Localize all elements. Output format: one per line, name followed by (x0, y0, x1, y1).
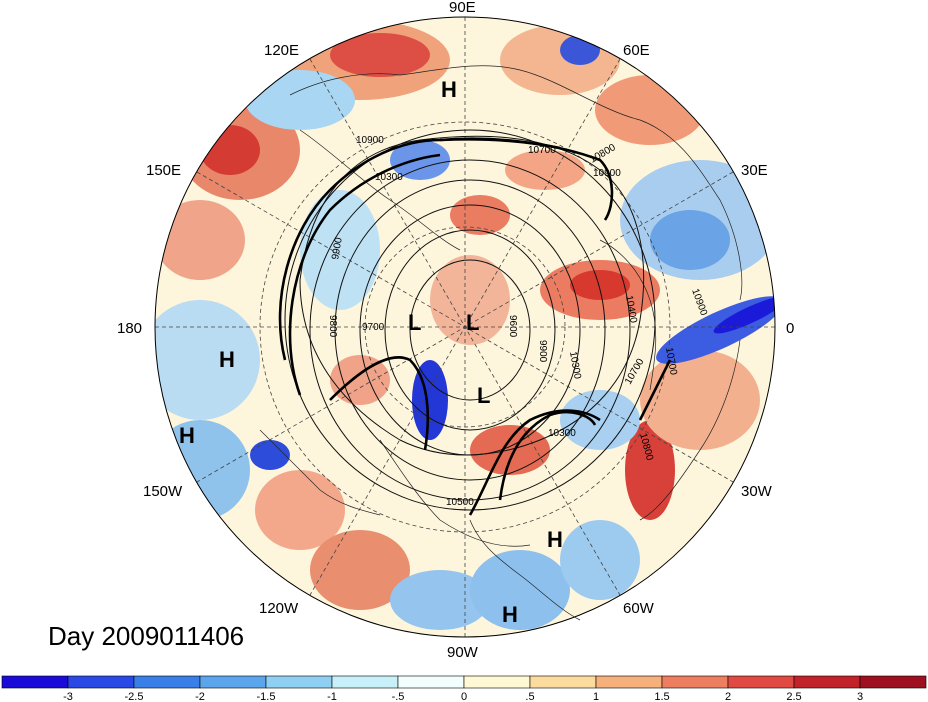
longitude-label-150w: 150W (143, 483, 183, 500)
high-pressure-marker: H (441, 77, 457, 102)
longitude-label-120w: 120W (259, 600, 299, 617)
contour-labels: 10900 10700 10800 10900 10400 10700 1080… (327, 135, 709, 508)
longitude-label-30e: 30E (741, 162, 768, 179)
high-pressure-marker: H (179, 423, 195, 448)
colorbar: -3 -2.5 -2 -1.5 -1 -.5 0 .5 1 1.5 2 2.5 3 (1, 675, 927, 702)
low-pressure-marker: L (466, 310, 479, 335)
contour-label: 9700 (362, 322, 385, 333)
colorbar-swatch (727, 675, 795, 689)
colorbar-swatch (199, 675, 267, 689)
colorbar-swatch (265, 675, 333, 689)
colorbar-swatch (595, 675, 663, 689)
colorbar-swatch (859, 675, 927, 689)
height-contours (284, 129, 656, 511)
contour-label: 9600 (507, 315, 518, 338)
longitude-label-150e: 150E (146, 162, 181, 179)
colorbar-tick-label: 2.5 (786, 691, 801, 702)
contour-label: 10900 (356, 135, 384, 146)
longitude-label-60e: 60E (623, 42, 650, 59)
colorbar-tick-label: 2 (725, 691, 731, 702)
longitude-labels: 90E 60E 30E 0 30W 60W 90W 120W 150W 180 … (117, 0, 794, 661)
colorbar-tick-label: 0 (461, 691, 467, 702)
colorbar-swatch (67, 675, 135, 689)
high-pressure-marker: H (219, 347, 235, 372)
contour-label: 10700 (528, 145, 556, 156)
longitude-label-90e: 90E (449, 0, 476, 16)
colorbar-swatch (397, 675, 465, 689)
colorbar-swatch (793, 675, 861, 689)
low-pressure-marker: L (408, 310, 421, 335)
contour-label: 10300 (567, 351, 583, 381)
colorbar-tick-label: -2 (195, 691, 205, 702)
colorbar-swatch (463, 675, 531, 689)
longitude-label-0: 0 (786, 320, 794, 337)
colorbar-tick-label: -.5 (392, 691, 405, 702)
day-title: Day 2009011406 (48, 621, 244, 651)
contour-label: 10400 (623, 295, 639, 325)
colorbar-swatch (661, 675, 729, 689)
contour-label: 9900 (537, 340, 548, 363)
contour-label: 10500 (446, 497, 474, 508)
colorbar-tick-label: -2.5 (125, 691, 144, 702)
low-pressure-marker: L (477, 383, 490, 408)
longitude-label-90w: 90W (447, 644, 479, 661)
colorbar-swatch (529, 675, 597, 689)
longitude-label-30w: 30W (741, 483, 773, 500)
contour-label: 10300 (548, 428, 576, 439)
jet-contours (278, 137, 672, 516)
colorbar-tick-label: 1 (593, 691, 599, 702)
contour-label: 9800 (327, 315, 338, 338)
colorbar-tick-label: -1 (327, 691, 337, 702)
colorbar-tick-label: 3 (857, 691, 863, 702)
colorbar-tick-label: -1.5 (257, 691, 276, 702)
colorbar-swatch (331, 675, 399, 689)
colorbar-tick-label: -3 (63, 691, 73, 702)
contour-label: 10700 (663, 347, 679, 377)
high-pressure-marker: H (547, 527, 563, 552)
colorbar-tick-label: .5 (525, 691, 534, 702)
longitude-label-180: 180 (117, 320, 142, 337)
contour-label: 10300 (375, 172, 403, 183)
colorbar-swatch (133, 675, 201, 689)
graticule (155, 17, 775, 637)
contour-label: 10900 (593, 168, 621, 179)
coastlines (259, 65, 743, 621)
pressure-markers: H L L L H H H H (179, 77, 563, 627)
longitude-label-120e: 120E (264, 42, 299, 59)
map-border (154, 16, 776, 638)
high-pressure-marker: H (502, 602, 518, 627)
contour-label: 9900 (330, 236, 345, 260)
colorbar-swatch (1, 675, 69, 689)
colorbar-tick-label: 1.5 (654, 691, 669, 702)
longitude-label-60w: 60W (623, 600, 655, 617)
